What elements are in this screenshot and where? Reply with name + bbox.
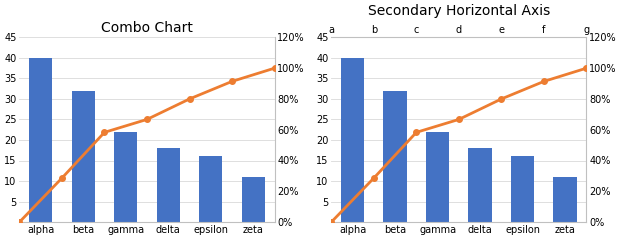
Bar [242, 177, 265, 222]
Title: Combo Chart: Combo Chart [101, 21, 193, 35]
Bar [199, 156, 222, 222]
Bar [114, 132, 137, 222]
Bar [71, 91, 95, 222]
Bar [468, 148, 492, 222]
Bar [511, 156, 534, 222]
Bar [553, 177, 577, 222]
Bar [341, 58, 365, 222]
Title: Secondary Horizontal Axis: Secondary Horizontal Axis [368, 4, 550, 18]
Bar [426, 132, 450, 222]
Bar [29, 58, 52, 222]
Bar [383, 91, 407, 222]
Bar [156, 148, 180, 222]
